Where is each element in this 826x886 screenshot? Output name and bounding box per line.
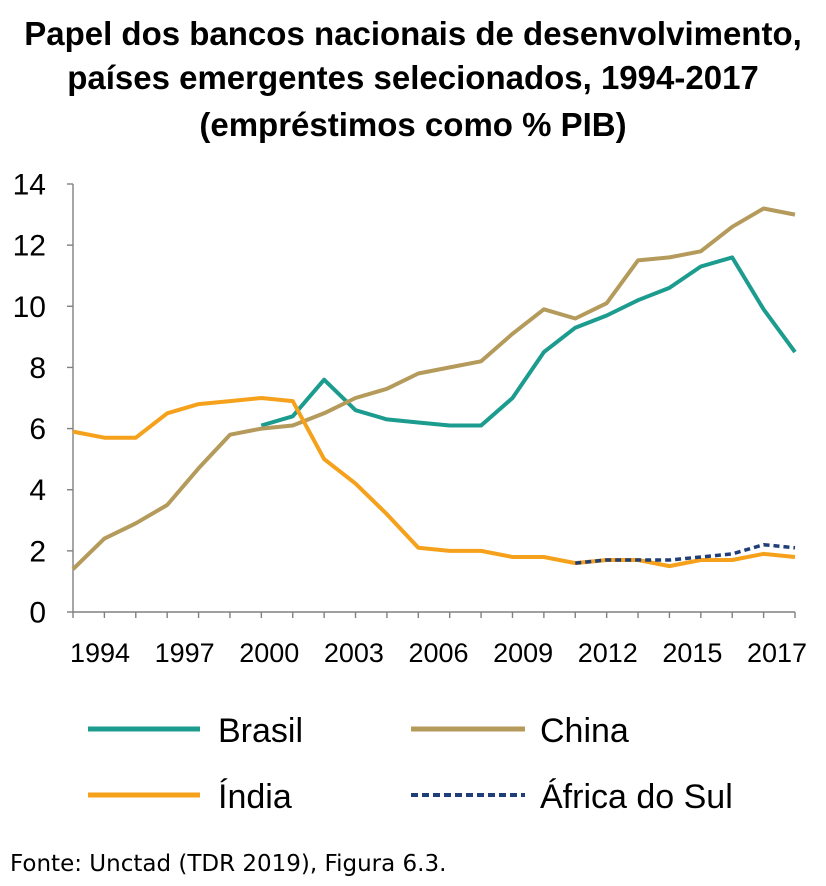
source-note: Fonte: Unctad (TDR 2019), Figura 6.3.: [10, 851, 446, 877]
x-tick-label: 2006: [408, 638, 468, 668]
x-tick-label: 2012: [578, 638, 638, 668]
y-tick-label: 6: [29, 413, 46, 446]
plot-series: [71, 206, 797, 571]
x-tick-label: 2015: [662, 638, 722, 668]
y-tick-label: 12: [13, 230, 46, 263]
series-line-china: [71, 206, 796, 571]
series-line-africa-do-sul: [575, 542, 796, 565]
x-tick-label: 2003: [324, 638, 384, 668]
x-tick-label: 1994: [70, 638, 130, 668]
x-tick-label: 2009: [493, 638, 553, 668]
x-tick-label: 2000: [239, 638, 299, 668]
legend-label-brasil: Brasil: [218, 712, 303, 750]
y-tick-label: 8: [29, 352, 46, 385]
chart-title-line-1: Papel dos bancos nacionais de desenvolvi…: [24, 15, 802, 52]
y-tick-label: 2: [29, 535, 46, 568]
x-tick-label: 2017: [747, 638, 807, 668]
series-line-india: [72, 396, 796, 569]
legend-label-africa-do-sul: África do Sul: [540, 778, 733, 816]
y-tick-label: 10: [13, 291, 46, 324]
y-tick-label: 0: [29, 597, 46, 630]
x-axis-ticks: 1994 1997 2000 2003 2006 2009 2012 2015 2017: [70, 612, 807, 668]
chart-title-line-3: (empréstimos como % PIB): [199, 106, 626, 143]
y-tick-label: 4: [29, 474, 46, 507]
chart-title-line-2: países emergentes selecionados, 1994-201…: [67, 59, 759, 96]
series-line-brasil: [260, 255, 797, 428]
legend-item-china: China: [411, 712, 629, 750]
legend-item-brasil: Brasil: [88, 712, 303, 750]
x-tick-label: 1997: [155, 638, 215, 668]
legend-item-africa-do-sul: África do Sul: [411, 778, 733, 816]
y-tick-label: 14: [13, 169, 46, 202]
y-axis-ticks: 0 2 4 6 8 10 12 14: [13, 169, 73, 630]
legend: Brasil China Índia África do Sul: [88, 712, 733, 816]
legend-item-india: Índia: [88, 778, 292, 816]
legend-label-india: Índia: [218, 778, 292, 816]
chart-title: Papel dos bancos nacionais de desenvolvi…: [24, 15, 802, 143]
legend-label-china: China: [540, 712, 629, 750]
